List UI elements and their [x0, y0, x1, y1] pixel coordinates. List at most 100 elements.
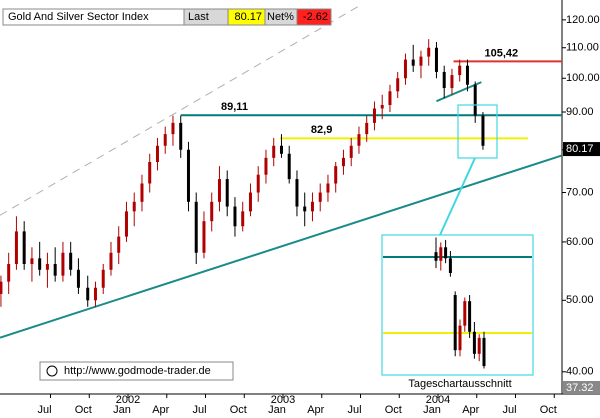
- watermark: http://www.godmode-trader.de: [64, 365, 211, 377]
- plot-area: [0, 5, 562, 339]
- candle-body: [86, 287, 90, 301]
- last-caption: Last: [188, 11, 209, 23]
- candle-body: [14, 231, 18, 265]
- inset-candle-body: [482, 337, 486, 367]
- last-marker-box: [563, 142, 600, 157]
- candle-body: [248, 192, 252, 212]
- candle-body: [365, 122, 369, 135]
- candle-body: [93, 287, 97, 301]
- candle-body: [179, 122, 183, 150]
- level-label: 89,11: [221, 101, 248, 113]
- y-tick-label: 40.00: [566, 366, 594, 378]
- candle-body: [22, 231, 26, 265]
- trendline: [0, 5, 362, 216]
- candle-body: [341, 157, 345, 167]
- candle-body: [434, 47, 438, 72]
- inset-candle-body: [448, 258, 452, 273]
- candle-body: [69, 252, 73, 270]
- net-value: -2.62: [303, 11, 328, 23]
- inset-box: [381, 234, 534, 376]
- candle-body: [396, 78, 400, 92]
- candle-body: [202, 221, 206, 253]
- candle-body: [210, 201, 214, 222]
- candle-body: [117, 236, 121, 253]
- candle-body: [76, 269, 80, 288]
- candle-body: [318, 192, 322, 202]
- trendline: [0, 154, 562, 339]
- x-tick-label: Jan: [423, 404, 441, 416]
- candle-body: [303, 206, 307, 212]
- x-tick-label: Jul: [37, 404, 51, 416]
- candle-body: [279, 145, 283, 154]
- last-marker-label: 80.17: [566, 143, 594, 155]
- year-label: 2002: [116, 394, 140, 406]
- x-tick-label: Oct: [540, 404, 557, 416]
- inset-candle-body: [439, 247, 443, 261]
- copyright-icon: [46, 365, 58, 377]
- zoom-box: [457, 104, 498, 159]
- candle-body: [132, 201, 136, 212]
- candle-body: [310, 201, 314, 212]
- x-tick-label: Oct: [75, 404, 92, 416]
- candle-body: [427, 47, 431, 57]
- level-label: 105,42: [485, 47, 519, 59]
- x-tick-label: Apr: [462, 404, 479, 416]
- candle-body: [458, 65, 462, 76]
- candle-body: [148, 161, 152, 184]
- watermark-box: [39, 361, 234, 381]
- inset-candle-body: [444, 247, 448, 259]
- x-tick-label: Jan: [268, 404, 286, 416]
- candle-body: [186, 149, 190, 202]
- candle-body: [411, 59, 415, 66]
- candle-body: [326, 183, 330, 193]
- x-tick-label: Jul: [192, 404, 206, 416]
- candle-body: [101, 269, 105, 288]
- y-tick-label: 110.00: [566, 42, 599, 54]
- candle-body: [217, 179, 221, 202]
- chart-title: Gold And Silver Sector Index: [8, 11, 149, 23]
- inset-candle-body: [453, 295, 457, 351]
- x-tick-label: Oct: [385, 404, 402, 416]
- floor-marker-label: 37.32: [566, 382, 594, 394]
- candle-body: [7, 264, 11, 282]
- zoom-connector: [439, 157, 476, 236]
- candle-body: [473, 84, 477, 116]
- candle-body: [272, 145, 276, 158]
- x-tick-label: Jan: [113, 404, 131, 416]
- inset-candle-body: [477, 337, 481, 354]
- inset-candle-body: [434, 252, 438, 261]
- candle-body: [53, 264, 57, 276]
- candle-body: [465, 65, 469, 85]
- y-tick-label: 90.00: [566, 106, 594, 118]
- candle-body: [264, 157, 268, 175]
- candle-body: [171, 122, 175, 135]
- candle-body: [380, 104, 384, 109]
- x-tick-label: Apr: [152, 404, 169, 416]
- candle-body: [38, 258, 42, 270]
- y-tick-label: 100.00: [566, 72, 600, 84]
- candle-body: [140, 183, 144, 202]
- candle-body: [155, 145, 159, 162]
- inset-chart: [383, 237, 532, 369]
- y-tick-label: 60.00: [566, 236, 594, 248]
- y-tick-label: 120.00: [566, 14, 600, 26]
- candle-body: [61, 252, 65, 276]
- inset-candle-body: [463, 301, 467, 326]
- candle-body: [194, 201, 198, 253]
- net-caption: Net%: [267, 11, 294, 23]
- candle-body: [334, 166, 338, 184]
- inset-candle-body: [468, 301, 472, 332]
- inset-caption: Tageschartausschnitt: [408, 378, 511, 390]
- candle-body: [241, 211, 245, 227]
- floor-marker-box: [563, 381, 600, 394]
- x-tick-label: Apr: [307, 404, 324, 416]
- candle-body: [233, 206, 237, 227]
- candle-body: [442, 71, 446, 89]
- candle-body: [163, 134, 167, 146]
- y-tick-label: 70.00: [566, 186, 594, 198]
- candle-body: [295, 179, 299, 207]
- candle-body: [45, 264, 49, 270]
- candle-body: [357, 134, 361, 146]
